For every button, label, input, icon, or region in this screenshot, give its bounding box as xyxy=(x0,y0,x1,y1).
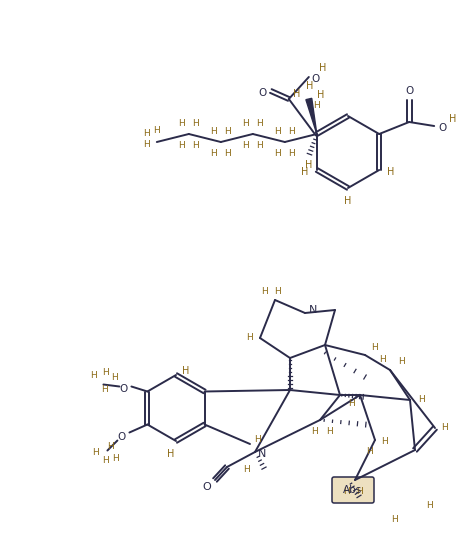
Text: Abs: Abs xyxy=(343,485,363,495)
Text: H: H xyxy=(348,398,356,408)
Text: H: H xyxy=(317,90,325,100)
Text: H: H xyxy=(154,125,160,135)
Text: H: H xyxy=(262,288,268,296)
Text: H: H xyxy=(356,487,364,496)
Text: H: H xyxy=(313,100,320,110)
Text: H: H xyxy=(387,167,395,177)
Text: H: H xyxy=(182,366,190,376)
Text: H: H xyxy=(192,141,199,149)
Text: H: H xyxy=(442,423,448,433)
Text: H: H xyxy=(178,141,185,149)
Text: O: O xyxy=(405,86,413,96)
Text: H: H xyxy=(107,442,114,451)
Text: H: H xyxy=(167,449,175,459)
Text: H: H xyxy=(305,160,312,170)
Text: H: H xyxy=(372,342,378,352)
Text: H: H xyxy=(90,371,97,380)
Text: H: H xyxy=(399,358,405,366)
Text: H: H xyxy=(178,118,185,128)
Text: H: H xyxy=(242,141,249,149)
Text: H: H xyxy=(246,334,254,342)
Text: O: O xyxy=(438,123,447,133)
Text: H: H xyxy=(427,500,433,510)
Text: H: H xyxy=(256,118,263,128)
Text: H: H xyxy=(289,148,295,158)
Text: H: H xyxy=(210,148,217,158)
Text: H: H xyxy=(210,126,217,136)
Text: O: O xyxy=(117,433,126,443)
Text: O: O xyxy=(312,74,320,84)
FancyBboxPatch shape xyxy=(332,477,374,503)
Text: H: H xyxy=(311,427,319,437)
Text: H: H xyxy=(92,448,99,457)
Text: O: O xyxy=(119,385,128,395)
Text: H: H xyxy=(242,118,249,128)
Text: H: H xyxy=(225,148,231,158)
Text: H: H xyxy=(256,141,263,149)
Text: H: H xyxy=(392,516,398,524)
Text: N: N xyxy=(309,305,317,315)
Text: H: H xyxy=(382,438,388,446)
Text: H: H xyxy=(144,140,150,148)
Text: H: H xyxy=(344,196,352,206)
Text: H: H xyxy=(192,118,199,128)
Polygon shape xyxy=(306,98,317,134)
Text: O: O xyxy=(259,88,267,98)
Text: H: H xyxy=(255,435,261,445)
Text: H: H xyxy=(301,167,309,177)
Text: H: H xyxy=(366,447,374,457)
Text: H: H xyxy=(380,355,386,365)
Text: H: H xyxy=(327,427,333,437)
Text: H: H xyxy=(112,454,119,463)
Text: H: H xyxy=(289,126,295,136)
Text: H: H xyxy=(319,63,327,73)
Text: H: H xyxy=(102,456,109,465)
Text: H: H xyxy=(274,287,282,295)
Text: H: H xyxy=(144,129,150,137)
Text: H: H xyxy=(111,373,118,382)
Text: O: O xyxy=(202,482,211,492)
Text: H: H xyxy=(244,465,250,475)
Text: H: H xyxy=(102,368,109,377)
Text: H: H xyxy=(419,396,425,404)
Text: H: H xyxy=(274,148,281,158)
Text: H: H xyxy=(101,385,108,394)
Text: H: H xyxy=(293,89,301,99)
Text: H: H xyxy=(274,126,281,136)
Text: H: H xyxy=(225,126,231,136)
Text: H: H xyxy=(344,487,350,496)
Text: N: N xyxy=(258,449,266,459)
Text: H: H xyxy=(306,81,313,91)
Text: H: H xyxy=(449,114,457,124)
